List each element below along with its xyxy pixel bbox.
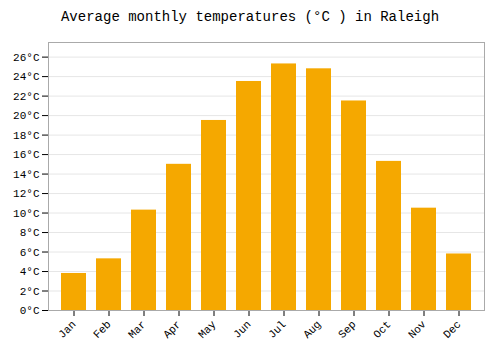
svg-text:Jul: Jul [266, 318, 288, 340]
html-text:Average monthly temperatures (: Average monthly temperatures (°C ) in Ra… [61, 9, 439, 25]
svg-text:22°C: 22°C [13, 91, 40, 103]
svg-text:4°C: 4°C [20, 266, 40, 278]
svg-text:26°C: 26°C [13, 52, 40, 64]
svg-text:24°C: 24°C [13, 71, 40, 83]
svg-text:8°C: 8°C [20, 227, 40, 239]
svg-text:Dec: Dec [441, 318, 463, 340]
svg-text:Apr: Apr [161, 318, 183, 340]
svg-text:Aug: Aug [301, 318, 323, 340]
svg-text:10°C: 10°C [13, 208, 40, 220]
svg-text:16°C: 16°C [13, 149, 40, 161]
svg-text:Feb: Feb [91, 318, 113, 340]
svg-text:May: May [196, 318, 219, 341]
svg-text:Sep: Sep [336, 318, 358, 340]
svg-text:Jun: Jun [231, 318, 253, 340]
svg-text:12°C: 12°C [13, 188, 40, 200]
svg-text:6°C: 6°C [20, 247, 40, 259]
svg-text:Mar: Mar [126, 318, 148, 340]
svg-text:Jan: Jan [56, 318, 78, 340]
svg-text:14°C: 14°C [13, 169, 40, 181]
svg-text:Oct: Oct [371, 318, 393, 340]
svg-text:18°C: 18°C [13, 130, 40, 142]
svg-text:Nov: Nov [406, 318, 429, 341]
svg-text:20°C: 20°C [13, 110, 40, 122]
svg-text:2°C: 2°C [20, 286, 40, 298]
svg-text:0°C: 0°C [20, 305, 40, 317]
